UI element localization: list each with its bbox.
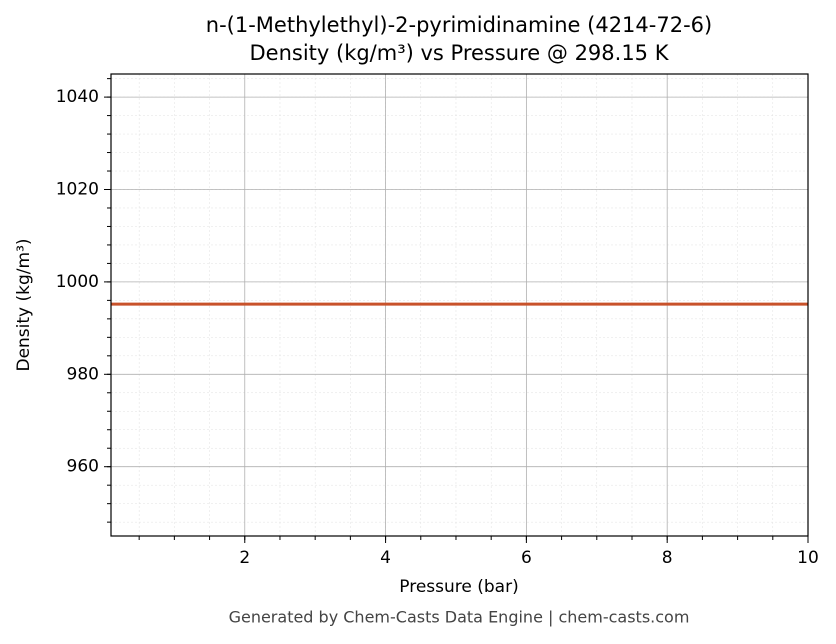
x-tick-label: 8 [662, 548, 673, 568]
x-tick-label: 2 [239, 548, 250, 568]
x-axis-label: Pressure (bar) [399, 577, 518, 597]
y-tick-label: 1040 [56, 87, 99, 107]
y-tick-label: 980 [67, 364, 99, 384]
x-tick-label: 10 [797, 548, 819, 568]
chart-title: n-(1-Methylethyl)-2-pyrimidinamine (4214… [206, 13, 712, 37]
chart-subtitle: Density (kg/m³) vs Pressure @ 298.15 K [249, 41, 669, 65]
y-tick-label: 1000 [56, 272, 99, 292]
y-tick-label: 1020 [56, 180, 99, 200]
plot-frame [110, 73, 809, 537]
y-tick-label: 960 [67, 457, 99, 477]
x-tick-label: 6 [521, 548, 532, 568]
y-axis-label: Density (kg/m³) [14, 238, 34, 371]
x-tick-label: 4 [380, 548, 391, 568]
footer: Generated by Chem-Casts Data Engine | ch… [229, 608, 690, 627]
